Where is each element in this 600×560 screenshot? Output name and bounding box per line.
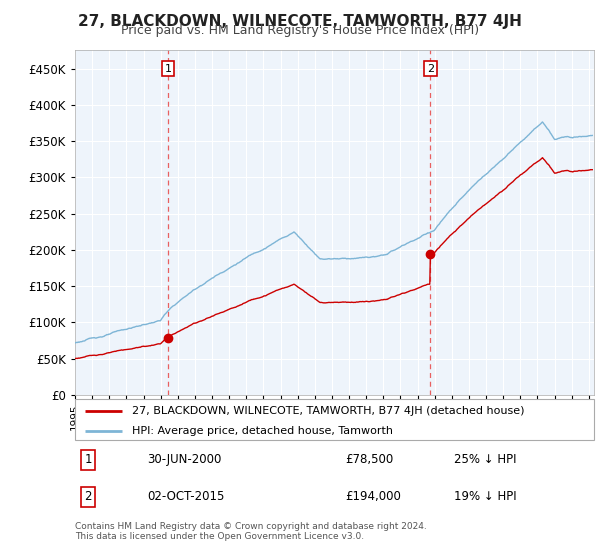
Text: 25% ↓ HPI: 25% ↓ HPI [454, 453, 517, 466]
Text: 1: 1 [84, 453, 92, 466]
Text: 2: 2 [427, 63, 434, 73]
Text: 2: 2 [84, 491, 92, 503]
Text: 19% ↓ HPI: 19% ↓ HPI [454, 491, 517, 503]
Text: Price paid vs. HM Land Registry's House Price Index (HPI): Price paid vs. HM Land Registry's House … [121, 24, 479, 37]
Text: Contains HM Land Registry data © Crown copyright and database right 2024.
This d: Contains HM Land Registry data © Crown c… [75, 522, 427, 542]
Text: 27, BLACKDOWN, WILNECOTE, TAMWORTH, B77 4JH: 27, BLACKDOWN, WILNECOTE, TAMWORTH, B77 … [78, 14, 522, 29]
Text: HPI: Average price, detached house, Tamworth: HPI: Average price, detached house, Tamw… [132, 426, 393, 436]
Text: £194,000: £194,000 [345, 491, 401, 503]
Text: 27, BLACKDOWN, WILNECOTE, TAMWORTH, B77 4JH (detached house): 27, BLACKDOWN, WILNECOTE, TAMWORTH, B77 … [132, 405, 524, 416]
Text: 30-JUN-2000: 30-JUN-2000 [148, 453, 222, 466]
FancyBboxPatch shape [75, 399, 594, 440]
Text: 1: 1 [164, 63, 172, 73]
Text: £78,500: £78,500 [345, 453, 393, 466]
Text: 02-OCT-2015: 02-OCT-2015 [148, 491, 225, 503]
